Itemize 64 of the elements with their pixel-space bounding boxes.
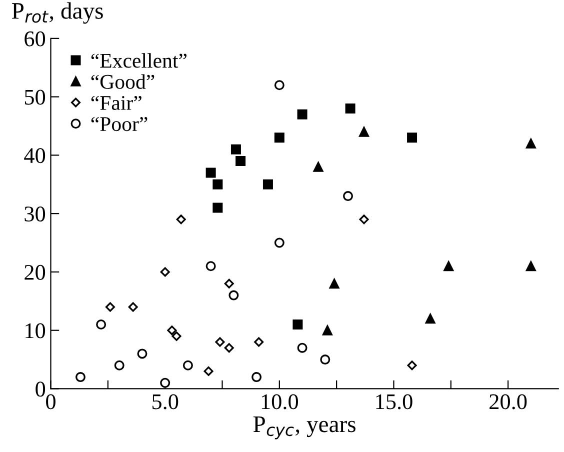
point xyxy=(262,179,273,190)
point xyxy=(206,261,216,272)
point xyxy=(320,354,330,365)
x-tick-label: 10.0 xyxy=(262,394,298,410)
point xyxy=(236,156,246,166)
point xyxy=(425,314,436,324)
point xyxy=(407,132,418,143)
y-tick-label: 20 xyxy=(24,264,46,280)
legend-label: “Poor” xyxy=(91,117,148,132)
point xyxy=(274,132,284,143)
point xyxy=(160,267,170,277)
x-axis-title: P$_{cyc}$, years xyxy=(253,416,356,440)
point xyxy=(224,343,234,353)
point xyxy=(359,214,369,224)
point xyxy=(204,366,214,376)
point xyxy=(359,126,370,137)
legend-label: “Excellent” xyxy=(91,53,187,68)
point xyxy=(128,302,138,312)
point xyxy=(526,261,536,272)
point xyxy=(105,302,115,312)
y-axis-title: P$_{rot}$, days xyxy=(12,2,103,24)
point xyxy=(329,278,340,289)
point xyxy=(206,168,216,178)
point xyxy=(407,360,417,370)
point xyxy=(297,342,308,353)
point xyxy=(292,319,303,330)
point xyxy=(230,144,241,154)
point xyxy=(526,138,536,149)
point xyxy=(75,372,86,382)
point xyxy=(228,290,239,300)
x-tick-label: 0 xyxy=(46,394,56,410)
point xyxy=(322,325,332,336)
y-tick-label: 60 xyxy=(24,31,46,46)
y-tick-label: 30 xyxy=(24,206,46,222)
legend-label: “Good” xyxy=(91,74,154,89)
point xyxy=(254,337,264,347)
point xyxy=(345,103,356,114)
point xyxy=(160,378,170,388)
y-tick-label: 10 xyxy=(26,323,46,338)
x-tick-label: 20.0 xyxy=(490,394,527,410)
point xyxy=(96,319,106,330)
point xyxy=(212,202,223,213)
y-tick-label: 40 xyxy=(24,148,46,164)
point xyxy=(274,238,284,248)
x-tick-label: 5.0 xyxy=(152,394,178,410)
point xyxy=(274,80,284,90)
point xyxy=(212,179,223,190)
x-tick-label: 15.0 xyxy=(376,394,412,410)
point xyxy=(182,360,193,370)
point xyxy=(297,109,308,120)
point xyxy=(215,337,225,347)
point xyxy=(167,326,177,336)
point xyxy=(137,348,148,359)
y-tick-label: 0 xyxy=(36,382,46,397)
point xyxy=(252,372,262,382)
y-tick-label: 50 xyxy=(24,90,46,105)
point xyxy=(444,261,454,272)
point xyxy=(176,214,186,224)
legend-label: “Fair” xyxy=(91,96,142,110)
point xyxy=(172,331,182,341)
point xyxy=(343,191,354,202)
point xyxy=(224,278,234,288)
point xyxy=(313,162,324,172)
point xyxy=(114,360,124,370)
